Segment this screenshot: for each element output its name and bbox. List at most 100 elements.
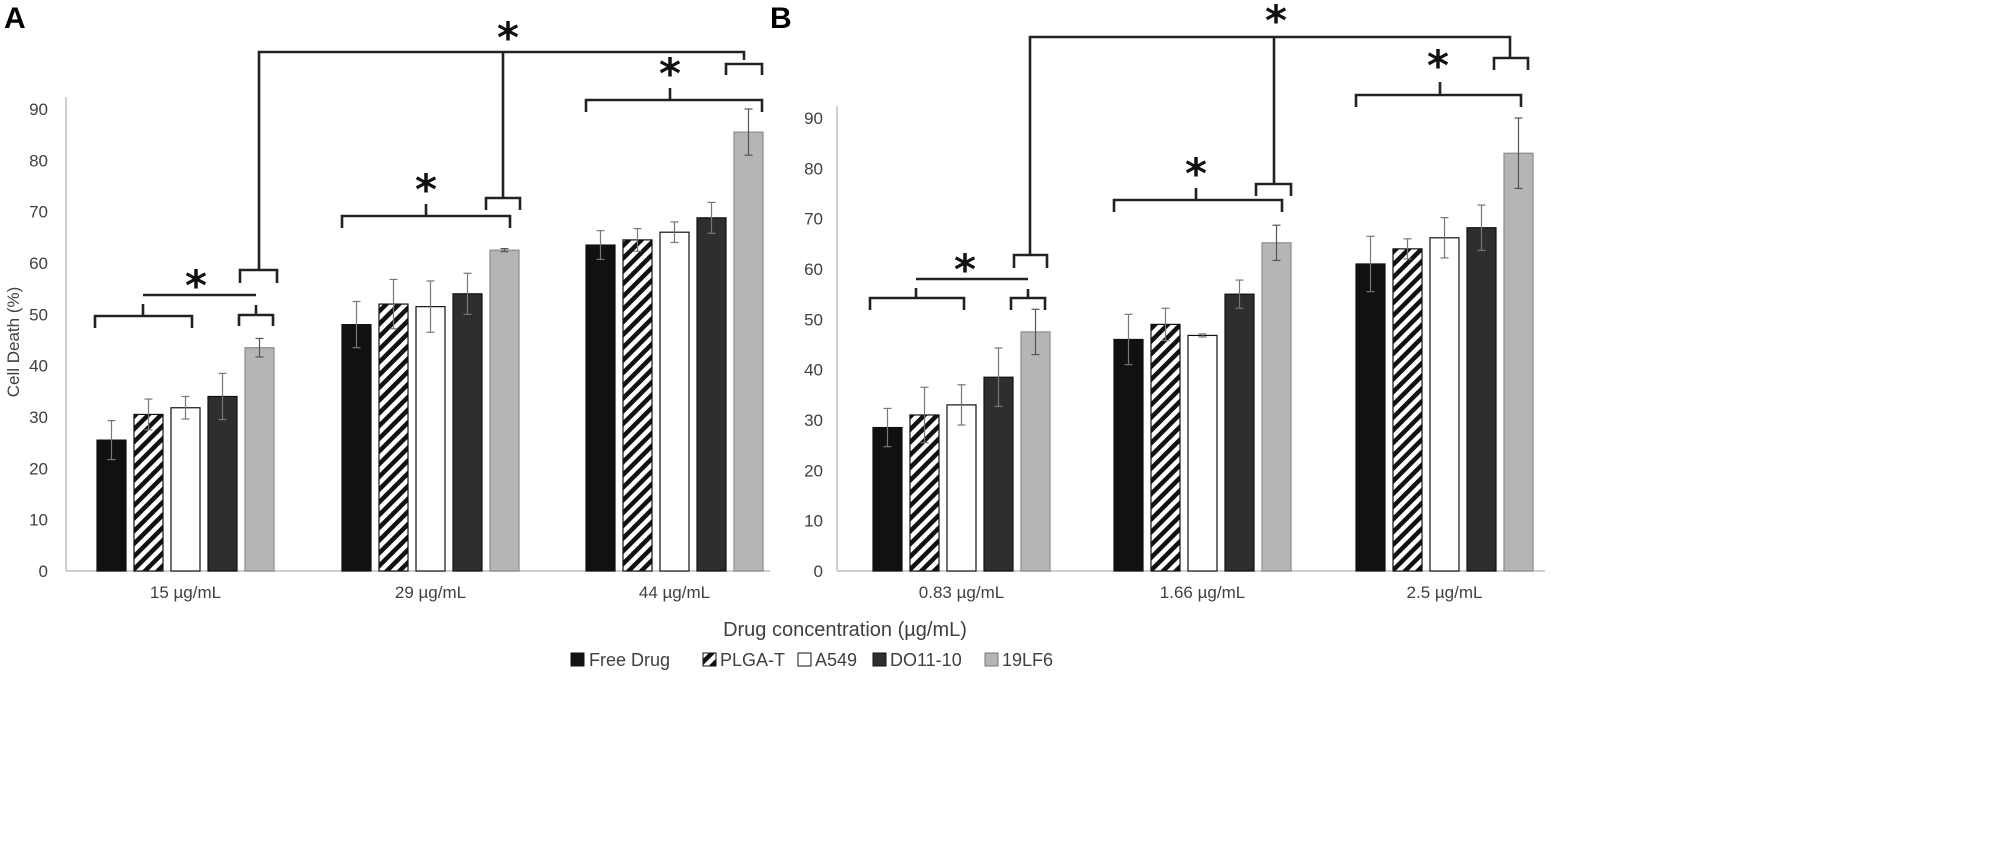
bar-b-free-drug-0 [872, 426, 903, 572]
legend: Free Drug PLGA-T A549 DO11-10 19LF6 [570, 650, 1053, 670]
bracket-b-25-group [1354, 82, 1523, 107]
error-bar-a-19lf6-2 [744, 108, 753, 156]
x-tick-label-a-2: 44 µg/mL [639, 583, 710, 602]
legend-label-plga-t: PLGA-T [720, 650, 785, 670]
bracket-a-top-19lf6 [238, 256, 279, 283]
bracket-a-44-19lf6 [724, 62, 764, 75]
y-tick-label-a-30: 30 [29, 408, 48, 427]
x-tick-label-b-2: 2.5 µg/mL [1407, 583, 1483, 602]
bar-b-19lf6-2 [1503, 152, 1534, 572]
bar-a-free-drug-0 [96, 439, 127, 572]
legend-swatch-19lf6 [984, 652, 999, 667]
bracket-b-across [1028, 35, 1512, 246]
y-tick-label-a-90: 90 [29, 100, 48, 119]
bracket-a-across [257, 50, 746, 256]
star-a-29: * [415, 165, 437, 214]
y-tick-label-a-60: 60 [29, 254, 48, 273]
error-bar-a-a549-1 [426, 280, 435, 333]
bar-a-19lf6-0 [244, 347, 275, 572]
bar-a-do11-10-2 [696, 217, 727, 572]
error-bar-a-19lf6-0 [255, 337, 264, 358]
bar-a-plga-t-1 [378, 303, 409, 572]
error-bar-a-free-drug-0 [107, 419, 116, 461]
y-tick-label-b-40: 40 [804, 361, 823, 380]
bar-b-a549-2 [1429, 237, 1460, 572]
legend-swatch-a549 [797, 652, 812, 667]
y-axis-label: Cell Death (%) [4, 287, 23, 398]
star-a-44: * [659, 49, 681, 98]
legend-label-19lf6: 19LF6 [1002, 650, 1053, 670]
y-tick-label-a-80: 80 [29, 151, 48, 170]
y-tick-label-a-40: 40 [29, 357, 48, 376]
legend-label-do11-10: DO11-10 [890, 650, 962, 670]
panel-b-chart: 0 10 20 30 40 50 60 70 80 90 0.83 µg/mL 1.66 µg/mL 2… [804, 106, 1545, 602]
bar-b-19lf6-0 [1020, 331, 1051, 572]
bar-a-plga-t-2 [622, 239, 653, 572]
bar-b-free-drug-2 [1355, 263, 1386, 572]
legend-label-free-drug: Free Drug [589, 650, 670, 670]
bracket-b-083-group [868, 288, 966, 310]
error-bar-a-plga-t-2 [633, 228, 642, 252]
bracket-a-15-19lf6 [237, 305, 275, 326]
bracket-a-15-group [93, 304, 194, 328]
error-bar-b-plga-t-1 [1161, 307, 1170, 342]
error-bar-b-free-drug-2 [1366, 235, 1375, 293]
bar-b-free-drug-1 [1113, 338, 1144, 572]
star-b-083: * [954, 245, 976, 294]
panel-label-b: B [770, 2, 792, 35]
y-tick-label-b-70: 70 [804, 210, 823, 229]
x-tick-label-b-0: 0.83 µg/mL [919, 583, 1004, 602]
y-tick-label-b-0: 0 [814, 562, 823, 581]
bar-b-plga-t-1 [1150, 323, 1181, 572]
error-bar-b-19lf6-1 [1272, 224, 1281, 262]
bar-a-plga-t-0 [133, 413, 164, 572]
error-bar-b-do11-10-1 [1235, 279, 1244, 309]
error-bar-b-a549-1 [1198, 333, 1207, 338]
y-tick-label-b-50: 50 [804, 310, 823, 329]
star-a-15: * [185, 261, 207, 310]
bracket-b-083-19lf6 [1009, 289, 1047, 310]
panel-label-a: A [4, 2, 26, 35]
error-bar-b-19lf6-0 [1031, 308, 1040, 356]
bar-b-19lf6-1 [1261, 242, 1292, 572]
bracket-b-166-group [1112, 188, 1284, 212]
star-b-25: * [1427, 41, 1449, 90]
error-bar-b-free-drug-1 [1124, 313, 1133, 366]
bar-a-free-drug-2 [585, 244, 616, 572]
bracket-b-166-19lf6 [1254, 182, 1293, 196]
error-bar-a-do11-10-1 [463, 272, 472, 315]
star-a-across: * [497, 13, 519, 62]
legend-swatch-do11-10 [872, 652, 887, 667]
y-tick-label-a-50: 50 [29, 305, 48, 324]
error-bar-a-plga-t-0 [144, 398, 153, 431]
bar-b-do11-10-2 [1466, 227, 1497, 572]
significance-stars: * * * * * * * * [185, 0, 1449, 310]
legend-swatch-plga-t [702, 652, 717, 667]
error-bar-b-a549-0 [957, 384, 966, 426]
bracket-b-top-19lf6 [1012, 246, 1049, 268]
bar-b-a549-0 [946, 404, 977, 572]
x-axis-title: Drug concentration (µg/mL) [723, 619, 967, 641]
star-b-166: * [1185, 149, 1207, 198]
y-tick-label-b-20: 20 [804, 461, 823, 480]
bar-b-do11-10-0 [983, 376, 1014, 572]
y-tick-label-a-70: 70 [29, 203, 48, 222]
error-bar-b-19lf6-2 [1514, 117, 1523, 190]
error-bar-a-do11-10-0 [218, 372, 227, 421]
bar-a-a549-0 [170, 407, 201, 572]
bar-a-19lf6-1 [489, 249, 520, 572]
error-bar-a-a549-2 [670, 221, 679, 244]
bar-b-plga-t-2 [1392, 248, 1423, 572]
error-bar-b-do11-10-0 [994, 347, 1003, 408]
error-bar-a-19lf6-1 [500, 248, 509, 253]
error-bar-b-plga-t-2 [1403, 238, 1412, 260]
error-bar-a-free-drug-2 [596, 230, 605, 261]
error-bar-b-free-drug-0 [883, 407, 892, 448]
error-bar-a-free-drug-1 [352, 300, 361, 349]
error-bar-a-do11-10-2 [707, 201, 716, 234]
star-b-across: * [1265, 0, 1287, 45]
bar-a-free-drug-1 [341, 324, 372, 572]
y-tick-label-b-30: 30 [804, 411, 823, 430]
bracket-a-44-group [584, 88, 764, 112]
